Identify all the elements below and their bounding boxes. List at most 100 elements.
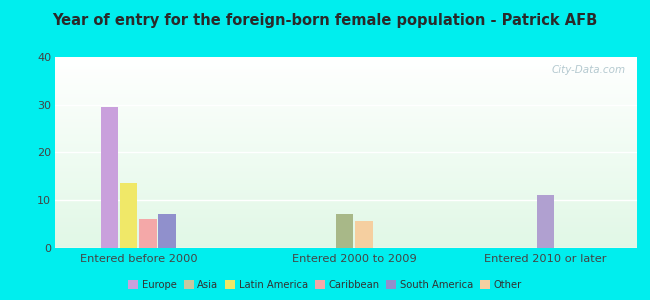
Bar [47, 105, 645, 106]
Bar [159, 214, 176, 248]
Bar [47, 231, 645, 232]
Bar [47, 76, 645, 77]
Bar [47, 139, 645, 140]
Bar [47, 189, 645, 190]
Bar [47, 134, 645, 135]
Bar [47, 132, 645, 133]
Bar [47, 242, 645, 243]
Text: City-Data.com: City-Data.com [551, 64, 625, 75]
Bar [47, 244, 645, 246]
Bar [47, 232, 645, 233]
Bar [47, 187, 645, 188]
Bar [47, 95, 645, 96]
Bar [47, 98, 645, 99]
Bar [47, 198, 645, 199]
Bar [47, 162, 645, 163]
Bar [47, 197, 645, 198]
Bar [47, 203, 645, 204]
Bar [47, 108, 645, 110]
Bar [47, 178, 645, 179]
Bar [47, 68, 645, 69]
Bar [47, 236, 645, 237]
Bar [47, 92, 645, 93]
Bar [47, 57, 645, 58]
Bar [336, 214, 354, 248]
Bar [47, 119, 645, 120]
Bar [47, 219, 645, 220]
Bar [139, 219, 157, 248]
Bar [47, 205, 645, 206]
Bar [47, 199, 645, 200]
Bar [47, 90, 645, 91]
Bar [47, 69, 645, 70]
Bar [47, 223, 645, 224]
Bar [47, 169, 645, 170]
Bar [47, 63, 645, 64]
Bar [47, 167, 645, 168]
Bar [47, 165, 645, 166]
Bar [47, 60, 645, 61]
Bar [47, 230, 645, 231]
Bar [47, 192, 645, 193]
Bar [47, 104, 645, 105]
Bar [47, 237, 645, 238]
Bar [47, 107, 645, 108]
Bar [47, 117, 645, 118]
Bar [47, 171, 645, 172]
Bar [47, 177, 645, 178]
Bar [47, 201, 645, 202]
Bar [47, 146, 645, 148]
Bar [47, 93, 645, 94]
Bar [47, 123, 645, 124]
Bar [47, 136, 645, 137]
Bar [47, 116, 645, 117]
Bar [47, 112, 645, 113]
Text: Year of entry for the foreign-born female population - Patrick AFB: Year of entry for the foreign-born femal… [53, 14, 597, 28]
Bar [47, 206, 645, 208]
Bar [47, 222, 645, 223]
Bar [47, 163, 645, 164]
Bar [47, 143, 645, 144]
Bar [47, 221, 645, 222]
Bar [47, 184, 645, 186]
Legend: Europe, Asia, Latin America, Caribbean, South America, Other: Europe, Asia, Latin America, Caribbean, … [124, 275, 526, 293]
Bar [47, 247, 645, 248]
Bar [47, 181, 645, 182]
Bar [47, 81, 645, 82]
Bar [47, 85, 645, 86]
Bar [47, 161, 645, 162]
Bar [47, 80, 645, 81]
Bar [47, 128, 645, 129]
Bar [47, 59, 645, 60]
Bar [47, 218, 645, 219]
Bar [47, 174, 645, 175]
Bar [47, 100, 645, 101]
Bar [47, 64, 645, 66]
Bar [47, 86, 645, 88]
Bar [47, 152, 645, 153]
Bar [47, 71, 645, 72]
Bar [47, 158, 645, 159]
Bar [47, 156, 645, 157]
Bar [47, 61, 645, 62]
Bar [47, 225, 645, 226]
Bar [47, 131, 645, 132]
Bar [47, 133, 645, 134]
Bar [47, 58, 645, 59]
Bar [47, 173, 645, 174]
Bar [47, 78, 645, 79]
Bar [47, 195, 645, 196]
Bar [47, 194, 645, 195]
Bar [47, 200, 645, 201]
Bar [47, 151, 645, 152]
Bar [47, 196, 645, 197]
Bar [47, 155, 645, 156]
Bar [47, 233, 645, 234]
Bar [47, 140, 645, 141]
Bar [47, 241, 645, 242]
Bar [47, 110, 645, 111]
Bar [47, 160, 645, 161]
Bar [47, 129, 645, 130]
Bar [120, 183, 137, 247]
Bar [537, 195, 554, 247]
